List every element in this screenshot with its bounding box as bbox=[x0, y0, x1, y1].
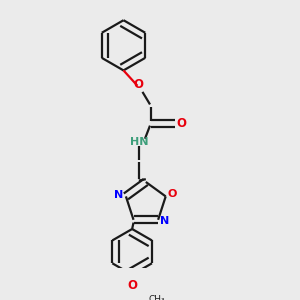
Text: O: O bbox=[127, 279, 137, 292]
Text: HN: HN bbox=[130, 136, 148, 146]
Text: CH₃: CH₃ bbox=[149, 295, 166, 300]
Text: O: O bbox=[176, 117, 186, 130]
Text: O: O bbox=[134, 78, 144, 91]
Text: N: N bbox=[114, 190, 124, 200]
Text: O: O bbox=[168, 189, 177, 199]
Text: N: N bbox=[160, 216, 170, 226]
